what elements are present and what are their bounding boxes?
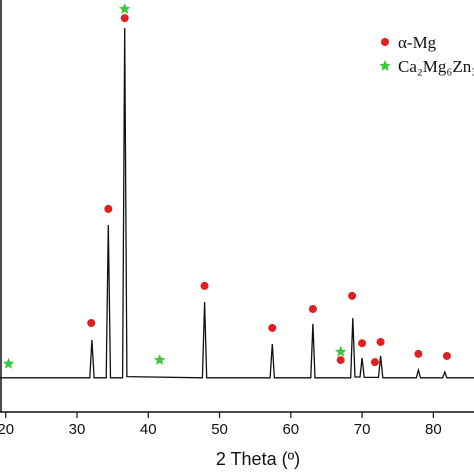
- legend-label: α-Mg: [398, 33, 437, 52]
- circle-marker: [308, 305, 317, 313]
- legend-swatch: [379, 60, 391, 71]
- star-marker: [154, 354, 166, 365]
- xrd-line: [0, 27, 474, 379]
- circle-marker: [370, 358, 379, 367]
- circle-marker: [268, 323, 277, 332]
- circle-marker: [348, 291, 357, 300]
- circle-marker: [87, 319, 96, 328]
- x-tick-label: 50: [211, 421, 228, 438]
- legend-swatch: [381, 38, 389, 46]
- circle-marker: [442, 351, 451, 360]
- x-tick-label: 80: [425, 421, 442, 438]
- star-marker: [335, 345, 347, 357]
- x-tick-label: 70: [354, 421, 371, 438]
- circle-marker: [120, 14, 129, 23]
- x-tick-label: 20: [0, 421, 14, 438]
- circle-marker: [200, 281, 209, 290]
- x-tick-label: 60: [282, 421, 299, 438]
- legend-label: Ca₂Mg₆Zn₃: [398, 57, 474, 76]
- circle-marker: [358, 339, 367, 348]
- x-axis-label: 2 Theta (º): [216, 449, 300, 469]
- star-marker: [119, 3, 131, 14]
- circle-marker: [376, 337, 385, 346]
- x-tick-label: 40: [140, 421, 157, 438]
- circle-marker: [336, 356, 345, 365]
- circle-marker: [414, 349, 423, 358]
- x-tick-label: 30: [69, 421, 86, 438]
- star-marker: [2, 357, 15, 369]
- circle-marker: [104, 204, 113, 213]
